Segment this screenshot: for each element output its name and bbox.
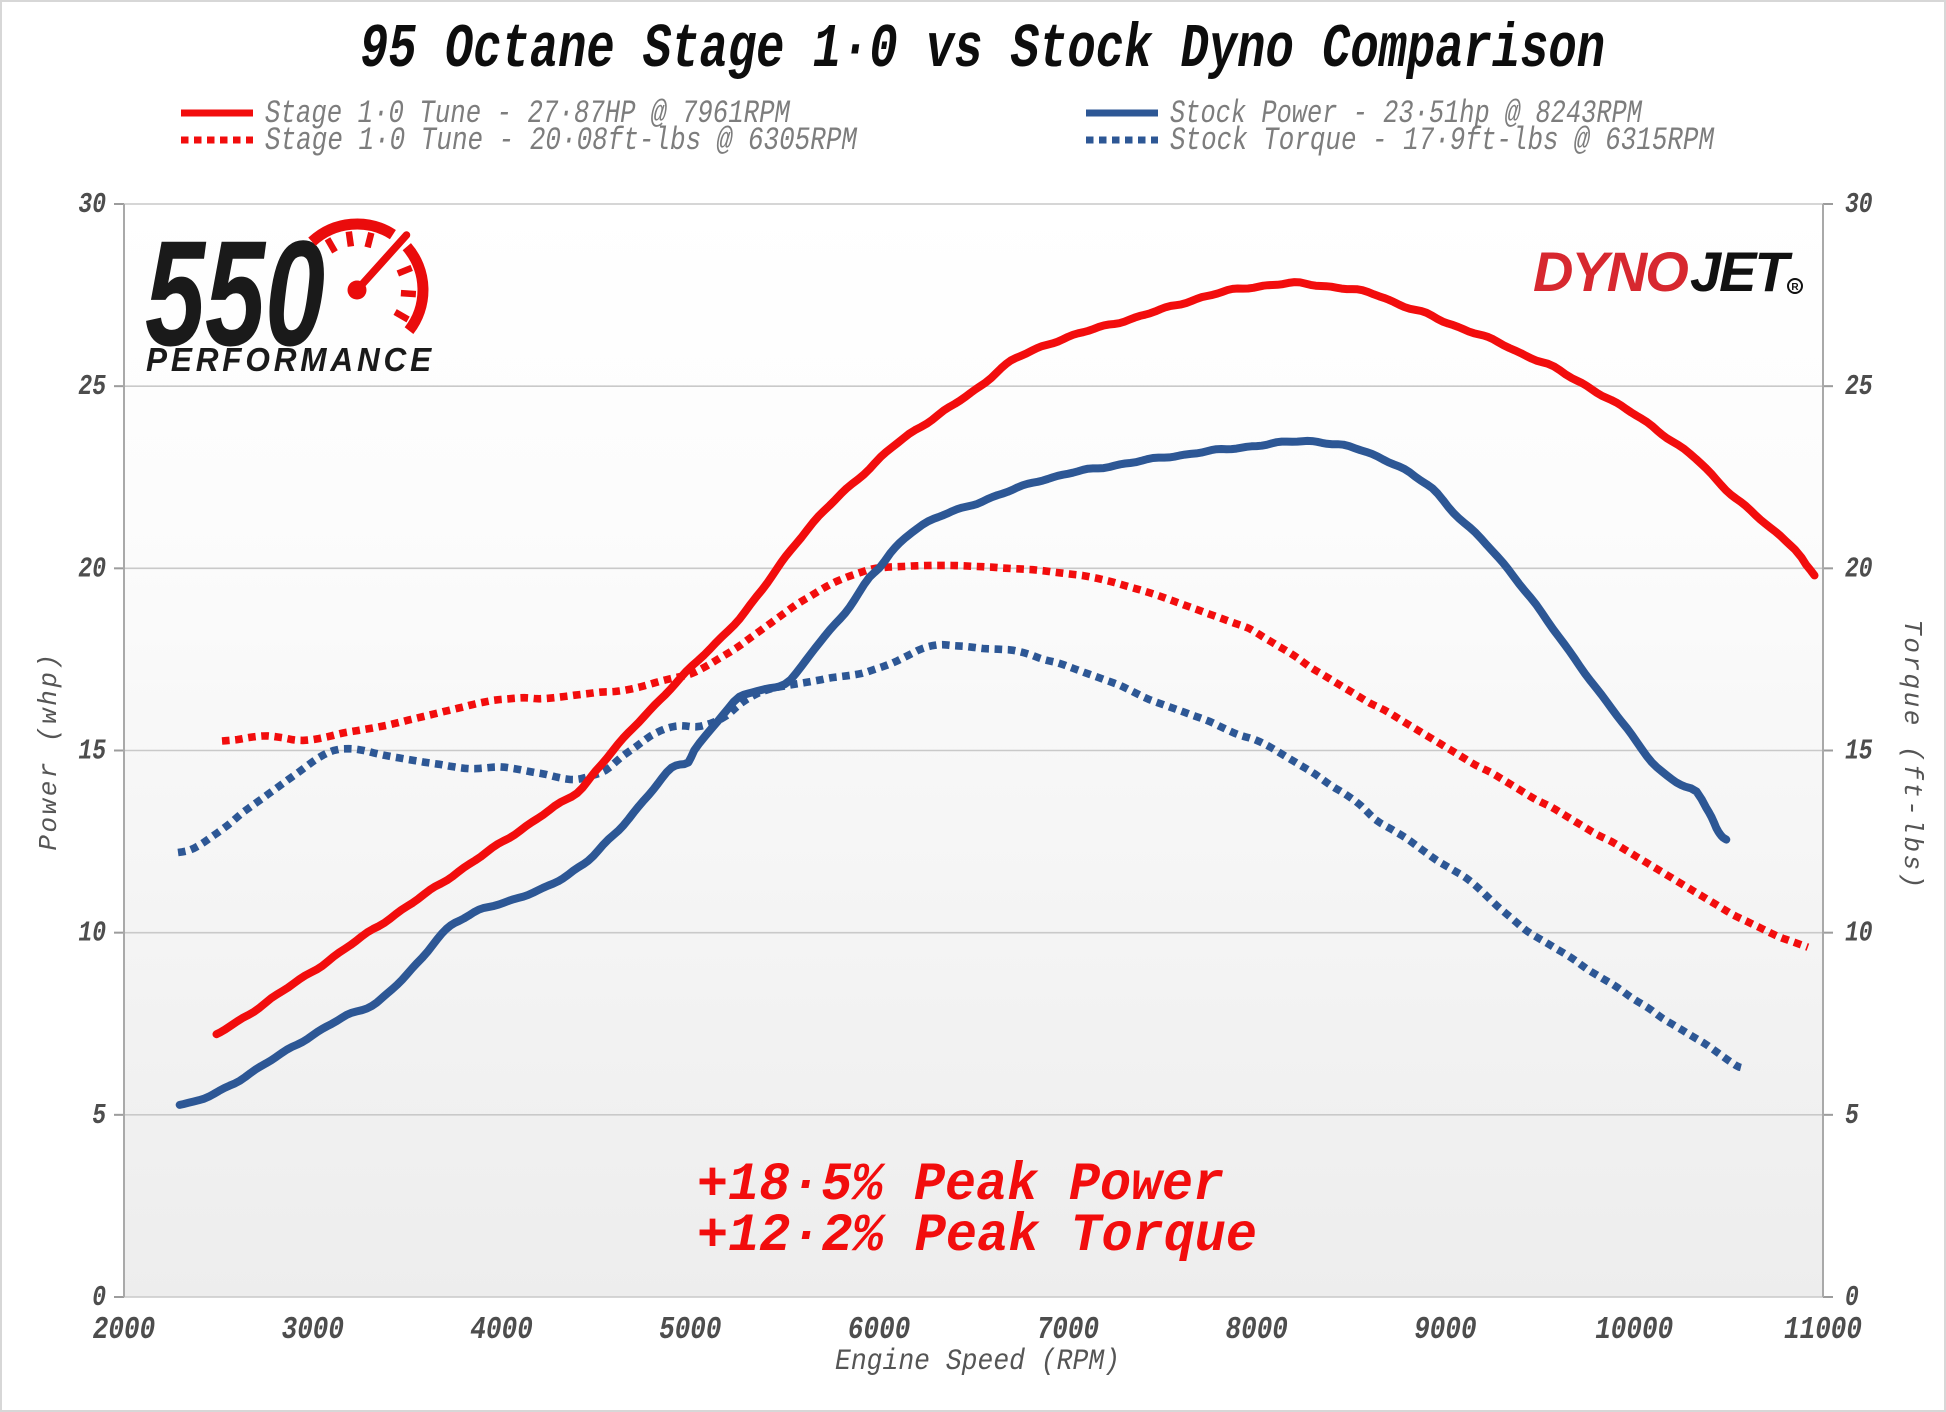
svg-text:15: 15 (1845, 735, 1873, 767)
svg-text:Stock Torque - 17·9ft-lbs @ 63: Stock Torque - 17·9ft-lbs @ 6315RPM (1170, 121, 1715, 159)
svg-text:10: 10 (1845, 918, 1873, 950)
svg-text:30: 30 (1845, 189, 1873, 221)
svg-text:Power (whp): Power (whp) (34, 651, 64, 850)
svg-text:20: 20 (1845, 553, 1873, 585)
svg-text:95 Octane Stage 1·0 vs Stock D: 95 Octane Stage 1·0 vs Stock Dyno Compar… (360, 14, 1605, 85)
svg-text:30: 30 (78, 189, 106, 221)
svg-text:2000: 2000 (93, 1312, 155, 1348)
svg-text:550: 550 (145, 209, 325, 377)
svg-text:Stage 1·0 Tune - 27·87HP @ 796: Stage 1·0 Tune - 27·87HP @ 7961RPM (265, 94, 791, 132)
svg-text:6000: 6000 (848, 1312, 910, 1348)
svg-text:+18·5% Peak Power: +18·5% Peak Power (697, 1154, 1224, 1215)
svg-text:Torque (ft-lbs): Torque (ft-lbs) (1897, 619, 1927, 891)
svg-text:+12·2% Peak Torque: +12·2% Peak Torque (697, 1205, 1257, 1266)
svg-text:Stage 1·0 Tune - 20·08ft-lbs @: Stage 1·0 Tune - 20·08ft-lbs @ 6305RPM (265, 121, 858, 159)
svg-text:15: 15 (78, 735, 106, 767)
svg-text:10000: 10000 (1595, 1312, 1673, 1348)
svg-text:Engine Speed (RPM): Engine Speed (RPM) (835, 1346, 1120, 1379)
svg-text:4000: 4000 (470, 1312, 532, 1348)
svg-text:0: 0 (92, 1282, 106, 1314)
svg-text:3000: 3000 (282, 1312, 344, 1348)
svg-text:JET: JET (1690, 240, 1793, 303)
svg-text:R: R (1791, 282, 1799, 293)
svg-text:5: 5 (92, 1100, 106, 1132)
svg-text:0: 0 (1845, 1282, 1859, 1314)
svg-text:7000: 7000 (1037, 1312, 1099, 1348)
svg-text:Stock Power - 23·51hp @ 8243RP: Stock Power - 23·51hp @ 8243RPM (1170, 94, 1643, 132)
svg-text:25: 25 (78, 371, 106, 403)
svg-text:25: 25 (1845, 371, 1873, 403)
svg-text:10: 10 (78, 918, 106, 950)
svg-text:8000: 8000 (1226, 1312, 1288, 1348)
svg-text:11000: 11000 (1784, 1312, 1862, 1348)
svg-text:5000: 5000 (659, 1312, 721, 1348)
svg-text:DYNO: DYNO (1533, 240, 1688, 303)
svg-text:9000: 9000 (1414, 1312, 1476, 1348)
svg-text:PERFORMANCE: PERFORMANCE (146, 341, 435, 378)
svg-text:5: 5 (1845, 1100, 1859, 1132)
svg-text:20: 20 (78, 553, 106, 585)
